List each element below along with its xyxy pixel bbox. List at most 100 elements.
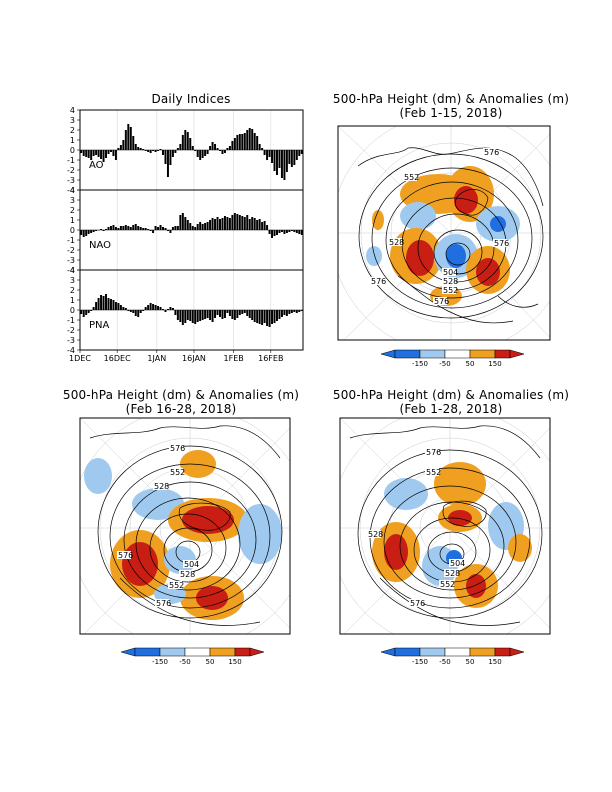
colorbar-label: -150 [412, 360, 428, 368]
map2-title-line2: (Feb 16-28, 2018) [125, 402, 237, 416]
index-bar-ao [181, 135, 184, 150]
index-bar-ao [219, 150, 221, 151]
index-bar-ao [288, 150, 291, 164]
index-bar-ao [122, 140, 125, 150]
index-bar-nao [137, 226, 140, 230]
map3-contour-label-2: 552 [426, 468, 441, 477]
index-bar-nao [271, 230, 274, 238]
index-bar-ao [127, 124, 130, 150]
index-bar-pna [248, 310, 251, 318]
colorbar-label: 150 [228, 658, 241, 666]
index-bar-pna [112, 300, 115, 310]
colorbar-label: 50 [466, 658, 475, 666]
index-bar-pna [157, 306, 160, 310]
indices-y-tick-label: -3 [67, 336, 75, 345]
index-bar-pna [288, 310, 291, 314]
index-bar-pna [214, 310, 217, 318]
map2-contour-label-6: 528 [180, 570, 195, 579]
index-bar-ao [293, 150, 296, 165]
colorbar-arrow-negative [380, 349, 396, 359]
index-bar-pna [283, 310, 286, 315]
index-bar-ao [147, 150, 150, 152]
index-bar-pna [105, 294, 108, 310]
index-bar-pna [261, 310, 264, 325]
index-bar-ao [82, 150, 85, 156]
colorbar-segment [159, 647, 186, 657]
index-bar-ao [189, 138, 192, 150]
index-bar-nao [251, 217, 254, 230]
index-bar-pna [97, 298, 100, 310]
index-bar-pna [90, 310, 93, 311]
index-bar-ao [290, 150, 293, 167]
index-bar-nao [105, 229, 108, 230]
index-bar-pna [236, 310, 239, 318]
index-bar-ao [236, 135, 239, 150]
index-bar-nao [243, 217, 246, 230]
index-bar-pna [184, 310, 187, 323]
index-bar-ao [199, 150, 202, 160]
index-bar-ao [275, 150, 278, 175]
index-bar-pna [109, 299, 112, 310]
index-bar-ao [221, 150, 224, 154]
index-bar-nao [209, 220, 212, 230]
index-bar-pna [201, 310, 204, 320]
index-bar-pna [179, 310, 182, 322]
indices-x-tick-label: 16JAN [182, 354, 206, 363]
map3-contour-label-4: 504 [450, 559, 465, 568]
index-bar-nao [248, 219, 251, 230]
colorbar-segment [444, 349, 471, 359]
map2-contour-label-3: 528 [154, 482, 169, 491]
index-bar-pna [278, 310, 281, 319]
index-bar-pna [223, 310, 226, 318]
index-bar-pna [206, 310, 209, 318]
index-bar-pna [129, 310, 132, 312]
map3-contour-label-1: 576 [426, 448, 441, 457]
index-bar-pna [132, 310, 135, 313]
map1-frame [337, 125, 551, 341]
index-bar-nao [157, 227, 160, 230]
index-bar-pna [107, 298, 110, 310]
index-bar-nao [149, 230, 152, 231]
colorbar-map1: -150 -50 50 150 [380, 349, 525, 368]
index-bar-pna [211, 310, 214, 322]
map2-title-line1: 500-hPa Height (dm) & Anomalies (m) [62, 388, 300, 402]
index-bar-nao [226, 217, 229, 230]
indices-y-tick-label: 3 [70, 116, 75, 125]
map3-contour-label-7: 576 [410, 599, 425, 608]
index-bar-ao [139, 148, 142, 150]
index-bar-pna [162, 309, 164, 310]
index-bar-ao [152, 150, 155, 151]
index-bar-pna [92, 307, 95, 310]
index-bar-nao [261, 222, 264, 230]
index-bar-nao [152, 230, 155, 233]
index-bar-ao [278, 150, 281, 168]
index-bar-ao [109, 150, 112, 152]
index-bar-ao [216, 148, 219, 150]
index-bar-ao [248, 128, 251, 150]
index-bar-nao [196, 224, 199, 230]
map3-coastlines [349, 425, 541, 626]
index-bar-nao [82, 230, 85, 237]
map2-contour-label-1: 576 [170, 444, 185, 453]
index-bar-nao [102, 230, 105, 231]
index-bar-ao [97, 150, 100, 157]
colorbar-segment [494, 647, 511, 657]
colorbar-label: -150 [152, 658, 168, 666]
index-bar-ao [273, 150, 276, 171]
index-bar-ao [226, 148, 229, 150]
index-bar-pna [298, 310, 301, 312]
colorbar-segment [209, 647, 236, 657]
indices-y-tick-label: 1 [70, 216, 75, 225]
index-bar-pna [196, 310, 199, 322]
map1-contour-label-8: 552 [443, 286, 458, 295]
index-bar-nao [298, 230, 301, 234]
index-bar-ao [184, 130, 187, 150]
map2-frame [79, 417, 291, 635]
index-bar-nao [283, 230, 286, 234]
index-bar-pna [228, 310, 231, 316]
index-bar-nao [169, 230, 172, 233]
index-bar-pna [209, 310, 212, 320]
index-bar-pna [176, 310, 179, 320]
indices-y-tick-label: 4 [70, 266, 75, 275]
index-bar-nao [181, 213, 184, 230]
